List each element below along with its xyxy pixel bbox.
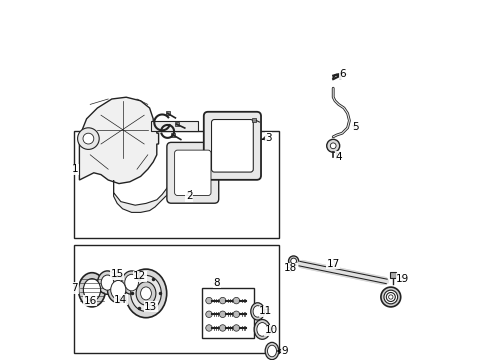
FancyBboxPatch shape [212,120,253,172]
Circle shape [330,143,336,149]
Bar [173,176,195,196]
Bar [74,245,279,353]
Text: 16: 16 [84,296,97,306]
Text: 13: 13 [144,302,157,312]
Text: 5: 5 [353,122,359,132]
Text: 9: 9 [281,346,288,356]
Ellipse shape [389,295,393,299]
Text: 8: 8 [214,278,220,288]
FancyBboxPatch shape [174,150,211,195]
PathPatch shape [79,97,159,184]
Text: 15: 15 [111,269,124,279]
Ellipse shape [386,292,395,302]
Ellipse shape [254,320,270,339]
Circle shape [206,311,212,318]
Text: 18: 18 [284,263,297,273]
Ellipse shape [141,287,151,300]
Ellipse shape [131,275,161,311]
Text: 3: 3 [265,132,272,143]
Ellipse shape [111,280,126,299]
Circle shape [220,325,226,331]
Text: 10: 10 [265,325,277,335]
Text: 11: 11 [259,306,272,316]
Ellipse shape [289,256,298,266]
Bar [192,179,201,193]
Circle shape [206,297,212,304]
Circle shape [233,311,240,318]
Ellipse shape [107,277,129,303]
Ellipse shape [257,323,268,336]
Text: 6: 6 [340,69,346,79]
Circle shape [77,128,99,149]
Bar [151,121,198,131]
Ellipse shape [384,290,398,304]
Text: 1: 1 [72,164,78,174]
FancyBboxPatch shape [204,112,261,180]
Ellipse shape [136,282,156,305]
Circle shape [233,325,240,331]
Ellipse shape [125,274,139,291]
PathPatch shape [114,176,196,212]
Text: 17: 17 [326,258,340,269]
Ellipse shape [253,306,262,317]
Bar [74,131,279,238]
Circle shape [193,182,200,189]
Ellipse shape [381,287,401,307]
Ellipse shape [291,258,296,264]
Text: 7: 7 [72,283,78,293]
FancyArrowPatch shape [302,264,385,281]
Ellipse shape [101,275,114,290]
Ellipse shape [251,303,265,320]
FancyBboxPatch shape [167,142,219,203]
Circle shape [233,297,240,304]
Text: 4: 4 [335,152,342,162]
Ellipse shape [78,273,105,307]
Circle shape [83,133,94,144]
Ellipse shape [265,342,279,360]
Circle shape [220,311,226,318]
Circle shape [327,139,340,152]
Ellipse shape [125,269,167,318]
Ellipse shape [122,271,142,294]
Ellipse shape [268,345,276,357]
Ellipse shape [83,279,100,301]
Text: 12: 12 [133,271,147,282]
Text: 14: 14 [114,294,127,305]
Bar [202,288,254,338]
FancyArrowPatch shape [302,264,385,281]
Ellipse shape [98,271,118,294]
Text: 2: 2 [186,191,193,201]
Circle shape [220,297,226,304]
Circle shape [206,325,212,331]
Text: 19: 19 [396,274,409,284]
